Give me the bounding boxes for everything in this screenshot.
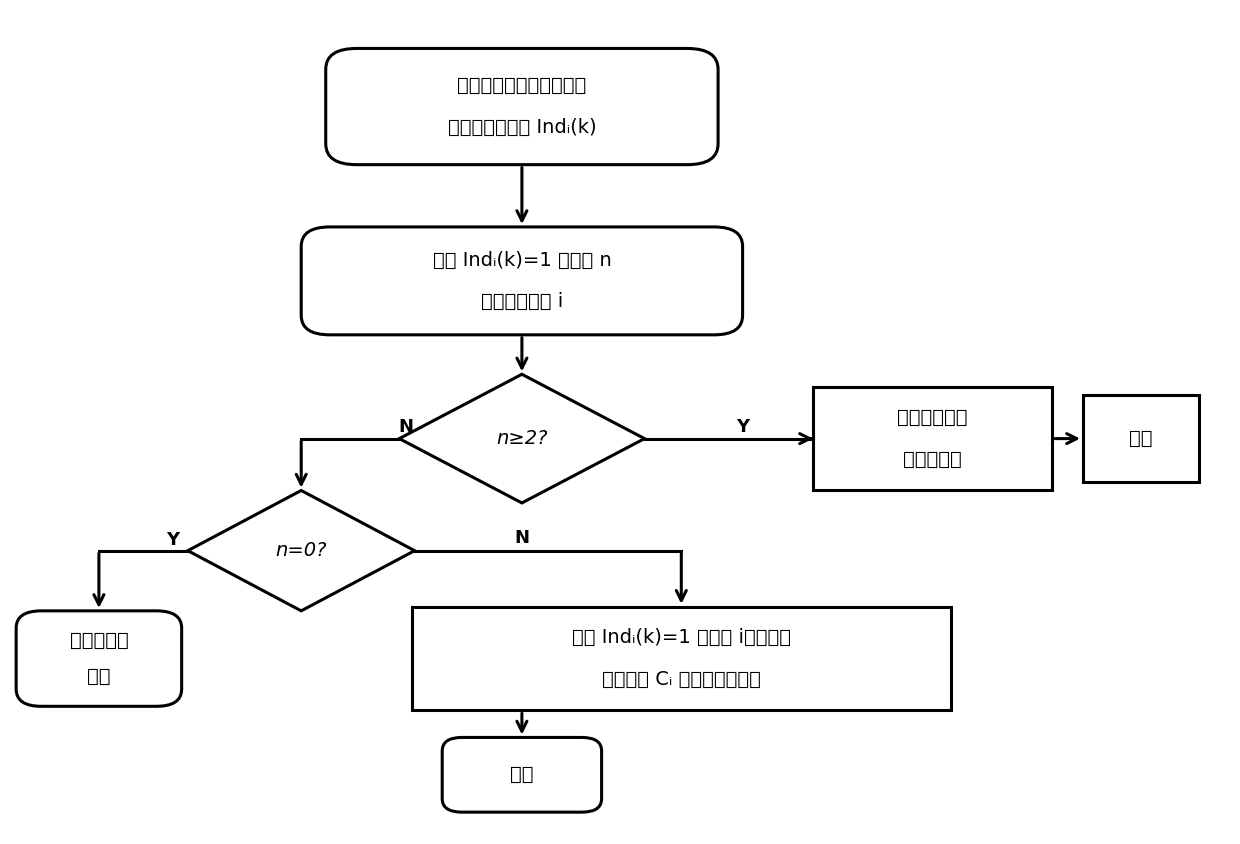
Text: n=0?: n=0? bbox=[275, 541, 327, 560]
FancyBboxPatch shape bbox=[443, 738, 601, 812]
FancyBboxPatch shape bbox=[301, 227, 743, 335]
Text: 计算 Indᵢ(k)=1 的个数 n: 计算 Indᵢ(k)=1 的个数 n bbox=[433, 251, 611, 269]
Text: 个电机故障: 个电机故障 bbox=[903, 450, 962, 469]
Text: N: N bbox=[515, 529, 529, 547]
Text: n≥2?: n≥2? bbox=[496, 429, 548, 448]
Text: 返回: 返回 bbox=[87, 668, 110, 686]
Text: 输入所有电机故障检测器: 输入所有电机故障检测器 bbox=[458, 76, 587, 95]
Bar bbox=[813, 387, 1053, 490]
FancyBboxPatch shape bbox=[326, 48, 718, 165]
Text: Y: Y bbox=[166, 531, 179, 549]
Bar bbox=[1083, 395, 1199, 482]
Polygon shape bbox=[187, 490, 414, 611]
Text: 返回: 返回 bbox=[510, 766, 533, 784]
Text: 的故障标志信号 Indᵢ(k): 的故障标志信号 Indᵢ(k) bbox=[448, 118, 596, 137]
Text: 及对应的序号 i: 及对应的序号 i bbox=[481, 292, 563, 311]
FancyBboxPatch shape bbox=[16, 611, 182, 706]
Text: 电机正常，: 电机正常， bbox=[69, 630, 128, 650]
Text: 调补偿器 Cᵢ 的输出信号为零: 调补偿器 Cᵢ 的输出信号为零 bbox=[601, 670, 761, 689]
Text: 对应 Indᵢ(k)=1 的电机 i，令其协: 对应 Indᵢ(k)=1 的电机 i，令其协 bbox=[572, 628, 791, 647]
Text: 返回: 返回 bbox=[1130, 429, 1153, 448]
Polygon shape bbox=[399, 374, 645, 503]
Text: Y: Y bbox=[737, 418, 749, 436]
Text: 报警，提示多: 报警，提示多 bbox=[898, 408, 968, 427]
Bar bbox=[412, 607, 951, 711]
Text: N: N bbox=[398, 418, 413, 436]
